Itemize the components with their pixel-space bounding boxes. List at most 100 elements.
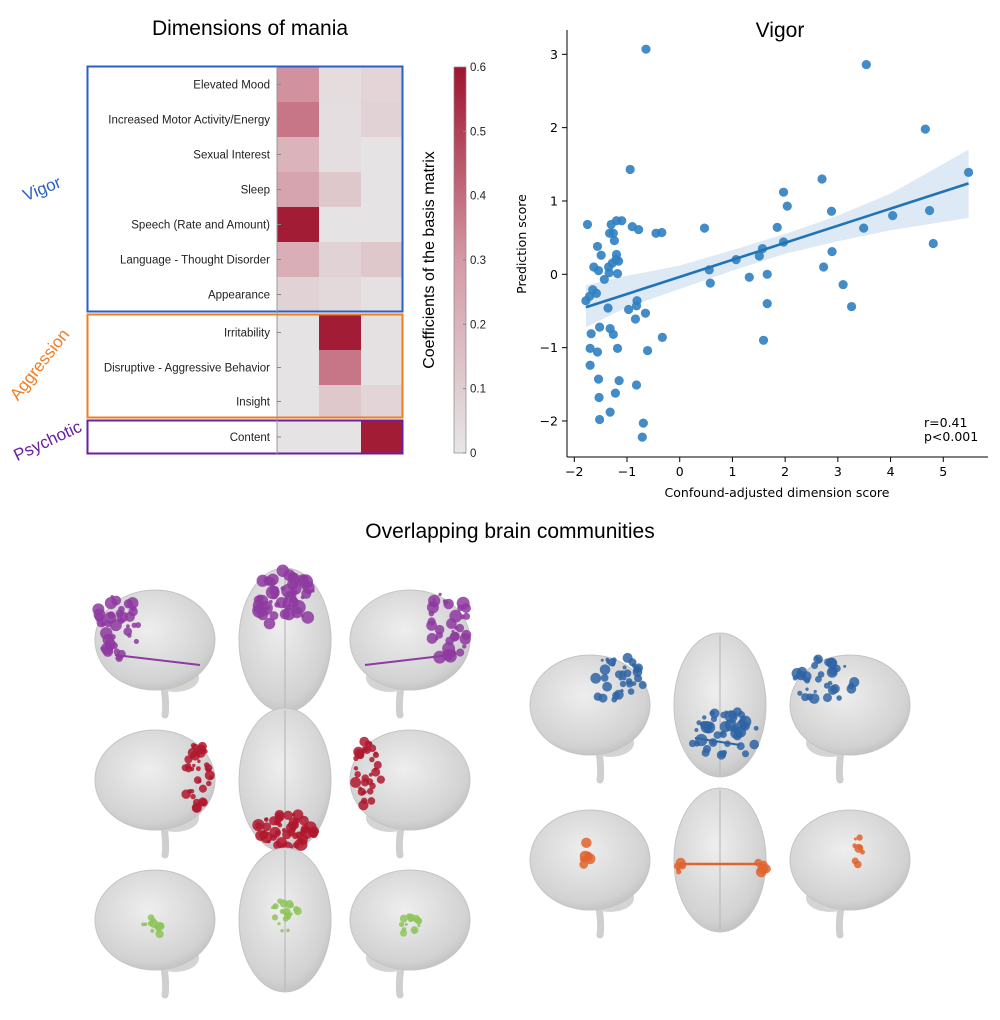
group-label-psychotic: Psychotic [11,417,85,465]
brain-top-view [673,787,767,933]
heatmap-title: Dimensions of mania [152,17,348,40]
brain-side-view [349,869,471,999]
node [462,612,471,620]
x-tick-label: 1 [728,464,736,479]
data-point [762,269,772,279]
heatmap-cell [277,172,319,207]
node [285,822,297,834]
x-tick-label: −2 [565,464,583,479]
brain-side-view [789,809,911,939]
node [192,798,201,807]
colorbar-label: Coefficients of the basis matrix [421,151,438,369]
heatmap-cell [277,137,319,172]
heatmap-cell [361,137,403,172]
node [113,648,121,656]
node [362,746,366,750]
cerebrum [94,729,216,831]
colorbar-tick-label: 0 [470,448,476,460]
node [836,695,842,701]
mania-heatmap: Dimensions of mania Elevated Mood Increas… [6,17,487,465]
data-point [642,345,653,356]
node [257,609,269,621]
colorbar-tick-label: 0.5 [470,126,486,138]
node [404,922,408,926]
node [109,619,122,632]
node [283,569,296,582]
node [696,720,702,726]
colorbar-tick-label: 0.6 [470,62,486,74]
node [716,750,727,760]
data-point [603,303,613,313]
group-label-vigor: Vigor [20,173,64,205]
node [147,914,155,921]
node [143,922,148,927]
edge [114,654,201,666]
node [426,633,438,644]
node [610,662,616,667]
data-point [762,299,772,309]
node [354,771,361,778]
node [619,680,627,688]
node [116,611,128,623]
node [126,624,130,629]
heatmap-cell [319,242,361,277]
node [263,617,276,630]
node [271,592,278,600]
data-point [585,343,595,353]
node [830,684,840,694]
node [584,851,591,859]
heatmap-cell [361,172,403,207]
node [719,731,725,736]
data-point [838,279,848,290]
node [131,622,137,628]
node [156,927,162,933]
brain-side-view [529,654,651,784]
node [197,759,201,764]
data-point [594,392,604,403]
group-box-vigor [86,65,404,313]
y-tick-label: 2 [550,120,558,135]
data-point [744,272,754,282]
node [398,921,405,928]
data-point [609,235,619,246]
node [93,608,106,621]
node [293,906,300,913]
group-box-psychotic [86,419,404,455]
node [199,798,208,807]
x-tick-label: 2 [781,464,789,479]
data-point [595,414,605,425]
node [256,574,269,587]
data-point [612,268,623,279]
row-label: Sleep [241,185,270,197]
data-point [610,388,621,398]
node [286,928,290,933]
node [280,586,286,591]
node [262,822,272,832]
node [275,815,279,819]
node [622,665,627,670]
node [277,898,283,904]
node [701,748,710,757]
node [618,676,623,681]
node [181,764,189,772]
node [857,844,863,850]
row-label: Irritability [224,328,270,340]
row-label: Elevated Mood [193,80,270,92]
node [300,827,308,835]
data-point [605,407,615,417]
node [634,674,643,683]
confidence-band [585,149,969,328]
cerebrum [349,729,471,831]
node [288,902,294,908]
node [301,575,309,582]
node [434,624,445,635]
heatmap-cell [319,102,361,137]
node [301,588,312,599]
row-label: Disruptive - Aggressive Behavior [104,363,270,375]
data-point [631,301,642,311]
data-point [593,374,604,384]
node [292,841,300,849]
data-point [592,347,603,357]
node [826,657,837,668]
node [191,802,202,813]
